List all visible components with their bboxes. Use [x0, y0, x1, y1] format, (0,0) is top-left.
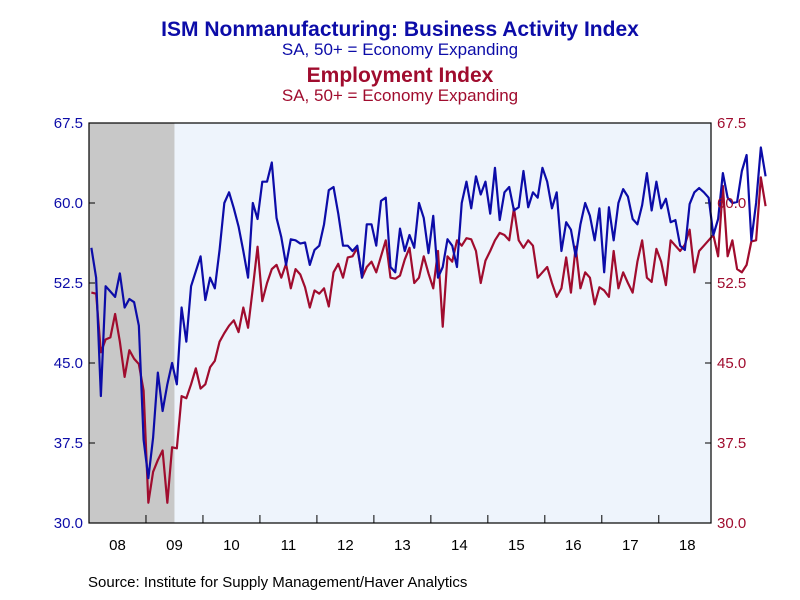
y-right-tick-label: 60.0	[717, 195, 746, 212]
y-right-tick-label: 45.0	[717, 355, 746, 372]
y-left-tick-label: 52.5	[54, 275, 83, 292]
source-note: Source: Institute for Supply Management/…	[88, 574, 468, 591]
business-activity-series-line	[90, 146, 767, 480]
series1-subtitle: SA, 50+ = Economy Expanding	[281, 40, 519, 59]
y-left-tick-label: 37.5	[54, 435, 83, 452]
y-right-tick-label: 67.5	[717, 115, 746, 132]
series1-title: ISM Nonmanufacturing: Business Activity …	[161, 18, 639, 41]
x-tick-label: 18	[679, 537, 696, 554]
series2-subtitle: SA, 50+ = Economy Expanding	[281, 86, 519, 105]
x-tick-label: 17	[622, 537, 639, 554]
x-tick-label: 10	[223, 537, 240, 554]
y-right-tick-label: 52.5	[717, 275, 746, 292]
x-tick-label: 09	[166, 537, 183, 554]
y-right-tick-label: 37.5	[717, 435, 746, 452]
axis-labels: 30.0 37.5 45.0 52.5 60.0 67.5 30.0 37.5 45.0 52.5…	[54, 115, 746, 554]
series2-title: Employment Index	[306, 64, 494, 87]
y-right-tick-label: 30.0	[717, 515, 746, 532]
y-left-tick-label: 45.0	[54, 355, 83, 372]
x-tick-label: 08	[109, 537, 126, 554]
x-tick-label: 15	[508, 537, 525, 554]
x-tick-label: 13	[394, 537, 411, 554]
recession-shading	[89, 123, 175, 523]
employment-series-line	[91, 176, 767, 504]
plot-area	[88, 122, 712, 524]
y-left-tick-label: 30.0	[54, 515, 83, 532]
x-tick-label: 12	[337, 537, 354, 554]
y-left-tick-label: 67.5	[54, 115, 83, 132]
plot-frame	[88, 122, 712, 524]
x-tick-label: 11	[281, 537, 297, 554]
x-tick-label: 16	[565, 537, 582, 554]
y-left-tick-label: 60.0	[54, 195, 83, 212]
x-tick-label: 14	[451, 537, 468, 554]
series-lines	[90, 146, 767, 504]
